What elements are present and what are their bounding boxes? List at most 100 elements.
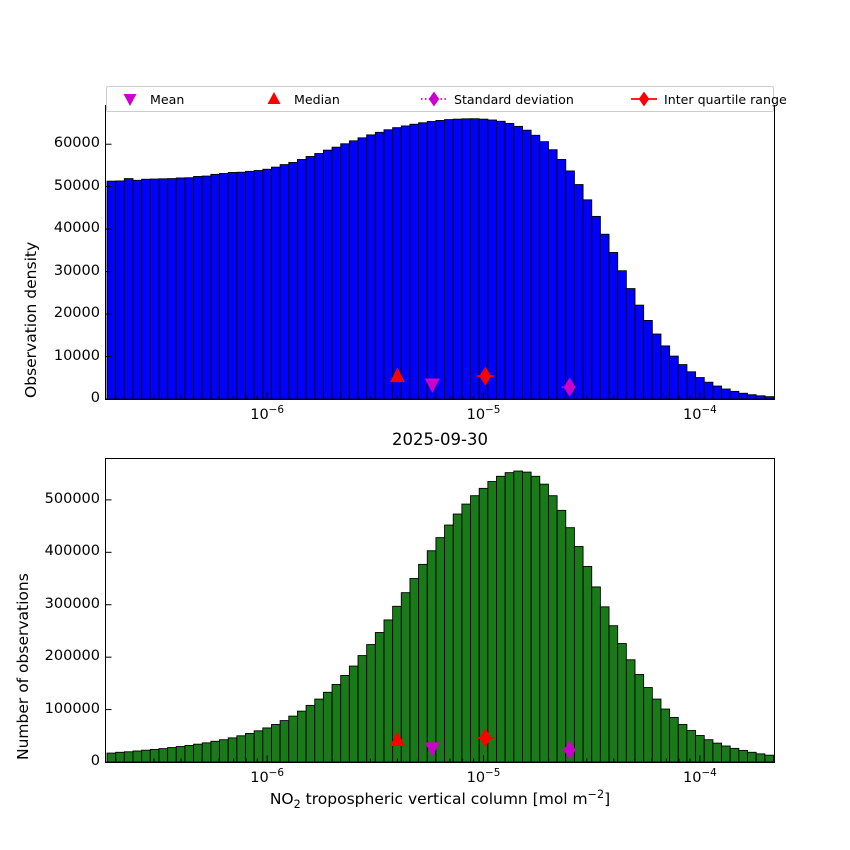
histogram-bar xyxy=(487,481,497,762)
y-axis-ticks xyxy=(106,499,112,762)
y-tick-label: 20000 xyxy=(53,305,100,322)
histogram-bar xyxy=(573,184,584,399)
histogram-bar xyxy=(115,180,125,399)
legend-marker-triangle-up-icon xyxy=(257,88,291,110)
x-axis-label: NO2 tropospheric vertical column [mol m−… xyxy=(269,787,611,812)
marker-inter-quartile-range xyxy=(479,366,492,386)
histogram-bar xyxy=(106,180,117,399)
histogram-bar xyxy=(141,749,151,762)
histogram-bar xyxy=(210,740,220,762)
histogram-bar xyxy=(426,550,437,762)
histogram-bar xyxy=(383,129,394,399)
histogram-bar xyxy=(374,632,385,762)
histogram-bar xyxy=(651,333,662,399)
histogram-bar xyxy=(478,118,489,399)
histogram-bar xyxy=(504,122,515,399)
histogram-bar xyxy=(132,179,143,399)
histogram-bar xyxy=(271,166,281,399)
histogram-bar xyxy=(141,178,151,399)
histogram-bar xyxy=(608,625,619,762)
histogram-bar xyxy=(721,388,731,399)
histogram-bar xyxy=(677,364,688,399)
histogram-bar xyxy=(167,178,177,399)
histogram-bar xyxy=(547,495,558,762)
histogram-bar xyxy=(565,527,575,762)
y-tick-label: 10000 xyxy=(53,347,100,364)
histogram-bar xyxy=(201,175,212,399)
legend-entry-median: Median xyxy=(257,87,340,111)
histogram-bar xyxy=(279,720,290,762)
y-tick-label: 0 xyxy=(90,390,100,406)
histogram-bar xyxy=(245,170,255,399)
histogram-bar xyxy=(582,199,593,399)
histogram-bar xyxy=(470,495,480,762)
histogram-bar xyxy=(262,168,272,399)
histogram-bar xyxy=(522,129,532,399)
histogram-bar xyxy=(288,715,298,762)
histogram-bar xyxy=(599,233,610,399)
histogram-bar xyxy=(747,394,757,399)
histogram-bar xyxy=(738,750,748,762)
histogram-bar xyxy=(764,396,774,399)
histogram-bar xyxy=(747,751,757,762)
histogram-bar xyxy=(755,395,766,399)
x-axis-ticks xyxy=(115,755,766,762)
statistics-markers xyxy=(389,366,577,397)
marker-median xyxy=(389,731,405,746)
y-tick-label: 300000 xyxy=(44,595,100,612)
histogram-bar xyxy=(158,178,169,399)
histogram-bar xyxy=(444,119,454,399)
y-tick-label: 60000 xyxy=(53,135,100,152)
legend-entry-standard-deviation: Standard deviation xyxy=(417,87,574,111)
histogram-bar xyxy=(253,730,264,762)
histogram-bar xyxy=(470,118,480,399)
histogram-bar xyxy=(366,644,376,762)
histogram-bar xyxy=(573,546,584,762)
legend: Mean Median Standard deviation Inter quarti… xyxy=(106,86,787,112)
number-of-observations-plot-area xyxy=(105,458,775,763)
y-tick-label: 50000 xyxy=(53,177,100,194)
y-tick-label: 400000 xyxy=(44,543,100,560)
histogram-bar xyxy=(625,288,636,399)
marker-standard-deviation xyxy=(563,740,576,760)
y-tick-label: 500000 xyxy=(44,490,100,507)
histogram-bar xyxy=(651,698,662,762)
histogram-bar xyxy=(158,748,169,762)
histogram-bar xyxy=(409,123,420,399)
y-tick-label: 100000 xyxy=(44,700,100,717)
histogram-bar xyxy=(599,606,610,762)
histogram-bar xyxy=(712,385,723,399)
histogram-bar xyxy=(513,125,523,399)
histogram-bar xyxy=(193,743,203,762)
histogram-bar xyxy=(712,742,723,762)
histogram-bar xyxy=(236,735,246,762)
histogram-bar xyxy=(547,149,558,399)
histogram-bar xyxy=(418,563,428,762)
histogram-bar xyxy=(539,483,549,762)
histogram-bar xyxy=(513,470,523,762)
x-tick-label: 10−4 xyxy=(682,404,717,423)
histogram-bar xyxy=(487,119,497,399)
histogram-bar xyxy=(556,159,567,399)
histogram-bar xyxy=(435,537,446,762)
y-tick-label: 30000 xyxy=(53,262,100,279)
histogram-bar xyxy=(123,178,134,399)
observation-density-plot-area xyxy=(105,105,775,400)
histogram-bar xyxy=(539,141,549,399)
histogram-bar xyxy=(279,164,290,399)
histogram-bar xyxy=(504,472,515,762)
histogram-bar xyxy=(721,745,731,762)
legend-label: Mean xyxy=(150,91,185,107)
histogram-bar xyxy=(106,752,117,762)
histogram-bar xyxy=(271,724,281,762)
histogram-bar xyxy=(729,390,740,399)
x-tick-label: 10−5 xyxy=(466,404,501,423)
histogram-bar xyxy=(608,252,619,399)
histogram-bar xyxy=(149,178,160,399)
histogram-bar xyxy=(522,471,532,762)
histogram-bar xyxy=(582,566,593,762)
legend-label: Median xyxy=(294,91,340,107)
histogram-bar xyxy=(348,140,359,399)
histogram-bar xyxy=(677,724,688,762)
panel-title-date: 2025-09-30 xyxy=(392,430,488,449)
